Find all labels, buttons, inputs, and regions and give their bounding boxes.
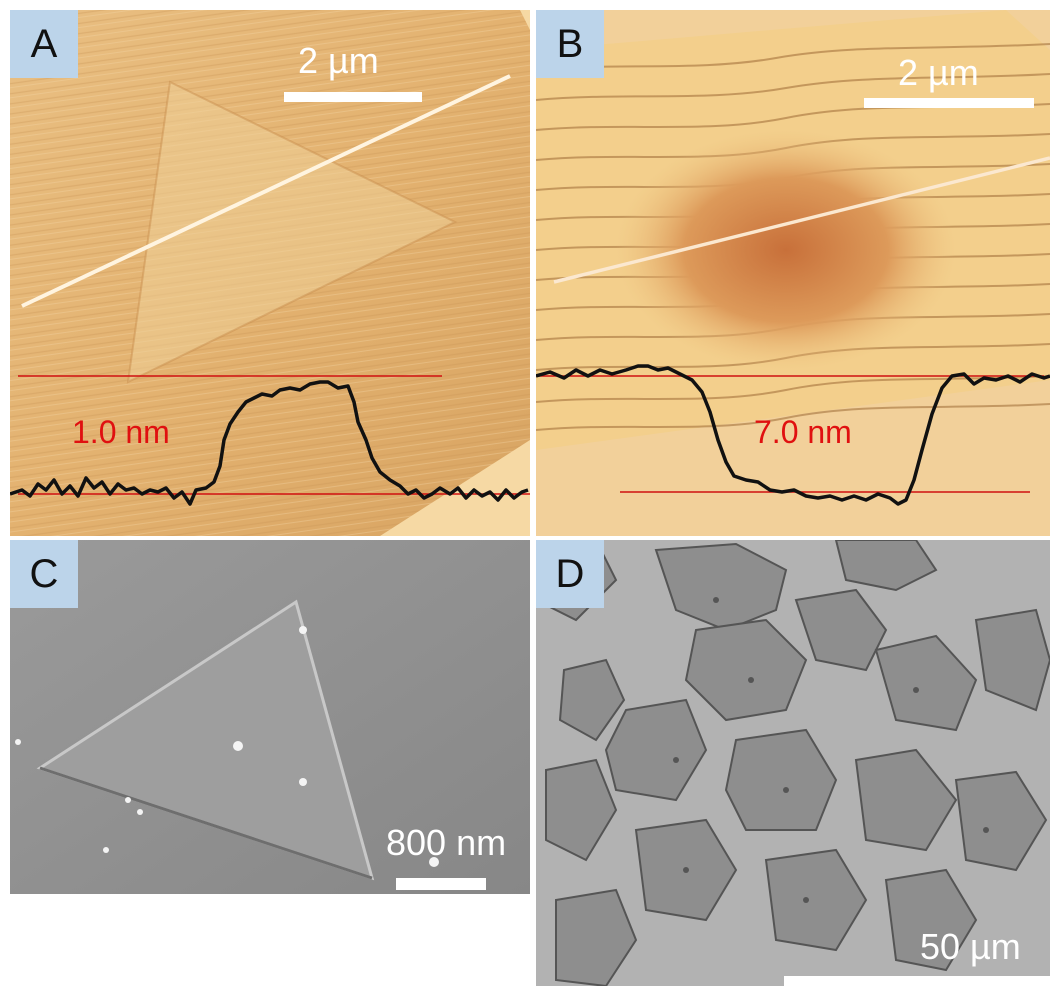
scale-bar-label-c: 800 nm bbox=[386, 822, 507, 863]
afm-image-a bbox=[10, 10, 530, 536]
scale-bar-a bbox=[284, 92, 422, 102]
height-profile-b bbox=[536, 364, 1050, 506]
profile-height-label-b: 7.0 nm bbox=[754, 414, 852, 450]
profile-cut-line-b bbox=[553, 156, 1050, 284]
panel-c: C 800 nm bbox=[10, 540, 530, 894]
scale-bar-label-a: 2 µm bbox=[298, 40, 379, 81]
nanoparticles-c bbox=[15, 626, 439, 867]
profile-cut-line-a bbox=[21, 74, 511, 308]
panel-d: D 50 µm bbox=[536, 540, 1050, 986]
optical-image-d bbox=[536, 540, 1050, 986]
flake-pit-b bbox=[616, 130, 956, 370]
scale-bar-b bbox=[864, 98, 1034, 108]
scale-bar-label-b: 2 µm bbox=[898, 52, 979, 93]
scale-bar-c bbox=[396, 878, 486, 890]
flake-triangle-a bbox=[126, 80, 458, 384]
height-profile-a bbox=[10, 380, 529, 506]
panel-letter-c: C bbox=[10, 540, 78, 608]
panel-letter-b: B bbox=[536, 10, 604, 78]
scale-bar-d bbox=[784, 976, 1050, 986]
sem-image-c bbox=[10, 540, 530, 894]
profile-height-label-a: 1.0 nm bbox=[72, 414, 170, 450]
panel-letter-a: A bbox=[10, 10, 78, 78]
afm-3d-image-b bbox=[536, 10, 1050, 536]
panel-letter-d: D bbox=[536, 540, 604, 608]
scale-bar-label-d: 50 µm bbox=[920, 926, 1021, 967]
panel-a: A 2 µm 1.0 nm bbox=[10, 10, 530, 536]
panel-b: B 2 µm 7.0 nm bbox=[536, 10, 1050, 536]
